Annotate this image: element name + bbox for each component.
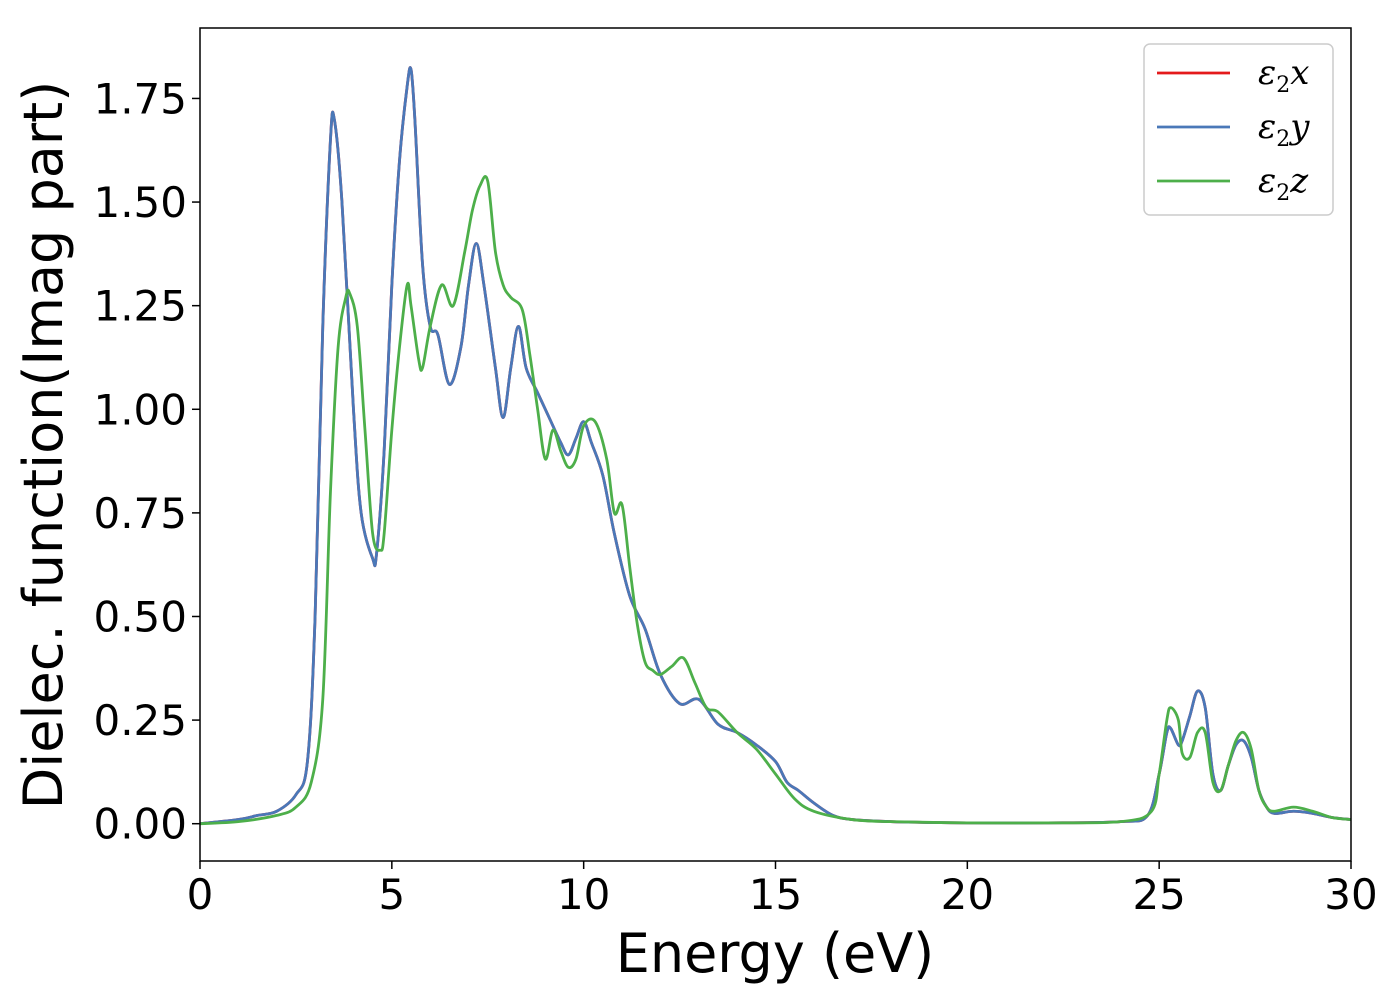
y-tick-label: 1.50: [93, 178, 187, 227]
series-line-z: [199, 175, 1352, 826]
y-tick-label: 0.25: [93, 696, 187, 745]
legend-label-x: ε2x: [1258, 53, 1309, 98]
series-line-y: [199, 66, 1352, 826]
x-tick-label: 5: [378, 870, 405, 919]
x-axis-label: Energy (eV): [616, 922, 935, 985]
y-tick-label: 1.00: [93, 385, 187, 434]
y-tick-label: 1.75: [93, 74, 187, 123]
y-tick-label: 0.00: [93, 800, 187, 849]
x-tick-label: 10: [557, 870, 610, 919]
series-layer: [199, 66, 1352, 826]
legend-label-y: ε2y: [1258, 107, 1310, 152]
y-axis: 0.00 0.25 0.50 0.75 1.00 1.25 1.50 1.75: [93, 74, 200, 849]
x-tick-label: 20: [941, 870, 994, 919]
x-tick-label: 0: [187, 870, 214, 919]
y-tick-label: 0.50: [93, 592, 187, 641]
x-tick-label: 30: [1324, 870, 1377, 919]
x-axis: 0 5 10 15 20 25 30: [187, 861, 1378, 919]
legend-label-z: ε2z: [1258, 161, 1309, 206]
legend-box: [1143, 43, 1334, 216]
legend: ε2x ε2y ε2z: [1143, 43, 1334, 216]
y-tick-label: 1.25: [93, 282, 187, 331]
x-tick-label: 25: [1132, 870, 1185, 919]
x-tick-label: 15: [749, 870, 802, 919]
y-axis-label: Dielec. function(Imag part): [12, 81, 75, 810]
y-tick-label: 0.75: [93, 489, 187, 538]
